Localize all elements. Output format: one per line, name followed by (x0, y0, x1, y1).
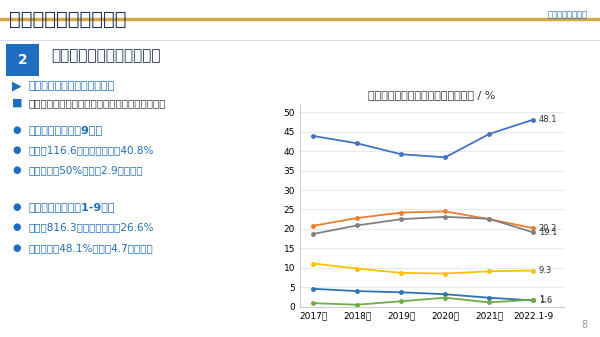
日系 (530, 231, 537, 235)
Text: 19.1: 19.1 (539, 228, 557, 237)
Line: 德系: 德系 (311, 210, 535, 230)
中国 (310, 134, 317, 138)
Text: 2: 2 (17, 53, 28, 67)
其他欧系 (442, 296, 449, 300)
Text: 1.6: 1.6 (539, 296, 552, 305)
Text: 乘用车产销呈企稳增长态势: 乘用车产销呈企稳增长态势 (51, 48, 161, 63)
Text: ●: ● (12, 243, 20, 253)
韩系 (530, 299, 537, 303)
Text: ■: ■ (12, 98, 23, 108)
Text: 市场份额：48.1%，上升4.7个百分点: 市场份额：48.1%，上升4.7个百分点 (29, 243, 154, 253)
日系 (442, 215, 449, 219)
Text: ●: ● (12, 165, 20, 175)
Text: 中国品牌乘用车（1-9月）: 中国品牌乘用车（1-9月） (29, 202, 115, 212)
Text: ●: ● (12, 202, 20, 212)
Line: 日系: 日系 (311, 215, 535, 236)
中国 (442, 155, 449, 159)
Text: 销量：816.3万辆，同比增长26.6%: 销量：816.3万辆，同比增长26.6% (29, 222, 154, 233)
Text: ●: ● (12, 125, 20, 135)
Text: 8: 8 (582, 320, 588, 330)
Text: 中国品牌乘用车市场占有率延续了不断提升态势。: 中国品牌乘用车市场占有率延续了不断提升态势。 (29, 98, 166, 108)
Text: 中国品牌乘用车市场份额上升: 中国品牌乘用车市场份额上升 (29, 81, 115, 91)
中国 (530, 118, 537, 122)
Line: 其他欧系: 其他欧系 (311, 296, 535, 306)
其他欧系 (485, 300, 493, 304)
中国 (485, 132, 493, 136)
Text: ●: ● (12, 222, 20, 233)
FancyBboxPatch shape (4, 42, 41, 78)
韩系 (398, 290, 405, 294)
美系 (353, 267, 361, 271)
Text: 市场份额：50%，上升2.9个百分点: 市场份额：50%，上升2.9个百分点 (29, 165, 143, 175)
Text: ▶: ▶ (12, 80, 22, 92)
Text: 中国品牌乘用车（9月）: 中国品牌乘用车（9月） (29, 125, 103, 135)
德系 (310, 224, 317, 228)
中国 (398, 152, 405, 156)
Text: 20.2: 20.2 (539, 224, 557, 233)
Text: 销量：116.6万辆，同比增长40.8%: 销量：116.6万辆，同比增长40.8% (29, 145, 154, 155)
德系 (485, 217, 493, 221)
德系 (530, 226, 537, 230)
Text: 48.1: 48.1 (539, 115, 557, 124)
其他欧系 (398, 299, 405, 303)
美系 (310, 262, 317, 266)
其他欧系 (353, 303, 361, 307)
日系 (310, 232, 317, 236)
Line: 美系: 美系 (311, 262, 535, 275)
Text: 汽车工业经济运行特点: 汽车工业经济运行特点 (9, 10, 127, 29)
其他欧系 (530, 298, 537, 302)
Text: 1...: 1... (539, 295, 552, 304)
德系 (398, 211, 405, 215)
中国 (353, 141, 361, 145)
韩系 (442, 292, 449, 296)
日系 (485, 217, 493, 221)
其他欧系 (310, 301, 317, 305)
美系 (485, 269, 493, 273)
美系 (398, 271, 405, 275)
美系 (442, 272, 449, 276)
Text: 9.3: 9.3 (539, 266, 552, 275)
Title: 乘用车各国别车系市场份额变化情况 / %: 乘用车各国别车系市场份额变化情况 / % (368, 90, 496, 99)
美系 (530, 269, 537, 273)
德系 (353, 216, 361, 220)
日系 (398, 217, 405, 221)
韩系 (310, 287, 317, 291)
韩系 (485, 296, 493, 300)
Line: 韩系: 韩系 (311, 287, 535, 302)
日系 (353, 223, 361, 227)
Text: 中国汽车工业协会: 中国汽车工业协会 (548, 10, 588, 19)
Text: ●: ● (12, 145, 20, 155)
Line: 中国: 中国 (311, 118, 535, 159)
德系 (442, 209, 449, 213)
韩系 (353, 289, 361, 293)
